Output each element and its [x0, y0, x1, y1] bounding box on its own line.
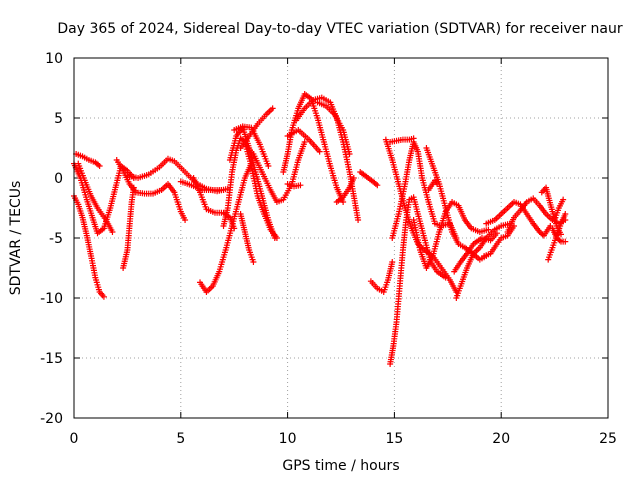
data-point [271, 235, 278, 241]
series-arc-08 [177, 178, 227, 193]
x-tick-label: 20 [492, 431, 510, 447]
series-arc-01 [71, 193, 107, 300]
data-point [346, 151, 353, 157]
y-tick-label: -20 [40, 411, 63, 427]
data-point [269, 105, 276, 112]
series-arc-05 [120, 184, 137, 271]
series-arc-03 [73, 151, 103, 169]
x-tick-labels: 0 5 10 15 20 25 [70, 431, 617, 447]
plot-frame [73, 57, 609, 419]
data-point [410, 135, 417, 142]
chart-title: Day 365 of 2024, Sidereal Day-to-day VTE… [57, 21, 623, 37]
series-arc-18 [284, 181, 304, 190]
series-arc-21 [314, 99, 353, 157]
y-tick-label: -10 [40, 291, 63, 307]
data-point [350, 175, 357, 181]
series-arc-34 [451, 230, 500, 275]
x-tick-label: 15 [385, 431, 403, 447]
data-point [562, 238, 569, 245]
series-arc-14 [237, 211, 257, 265]
series-arc-29 [410, 199, 492, 271]
series-arc-19 [284, 127, 323, 155]
series-arc-16 [231, 123, 272, 169]
data-point [485, 226, 492, 233]
series-arc-31 [425, 177, 441, 193]
series-arc-15 [241, 139, 308, 205]
data-point [434, 181, 441, 187]
x-tick-label: 0 [70, 431, 79, 447]
data-point [265, 163, 272, 169]
series-arc-25 [387, 194, 449, 367]
series-arc-40 [551, 196, 567, 223]
data-point [558, 231, 565, 238]
data-point [562, 211, 569, 217]
y-tick-label: 10 [45, 51, 63, 67]
y-tick-label: 0 [54, 171, 63, 187]
y-tick-label: -5 [49, 231, 63, 247]
data-point [250, 259, 257, 265]
y-axis-label: SDTVAR / TECUs [8, 181, 24, 296]
data-point [355, 217, 362, 223]
data-marks [71, 91, 569, 367]
y-tick-label: -15 [40, 351, 63, 367]
data-point [220, 187, 227, 193]
x-tick-label: 10 [279, 431, 297, 447]
y-tick-label: 5 [54, 111, 63, 127]
data-point [374, 182, 381, 189]
data-point [100, 293, 107, 300]
series-arc-39 [549, 225, 569, 245]
data-point [560, 196, 567, 203]
series-arc-04 [75, 160, 116, 235]
data-point [316, 148, 323, 155]
data-point [389, 259, 396, 265]
y-tick-labels: -20 -15 -10 -5 0 5 10 [40, 51, 63, 427]
data-point [96, 163, 103, 169]
data-point [109, 229, 116, 235]
series-arc-22 [333, 175, 357, 205]
series-arc-12 [226, 124, 278, 241]
grid-lines [74, 58, 608, 418]
x-axis-label: GPS time / hours [282, 458, 399, 474]
x-tick-label: 25 [599, 431, 617, 447]
data-point [493, 230, 500, 237]
series-arc-06 [113, 157, 189, 223]
series-arc-23 [357, 169, 381, 189]
x-tick-label: 5 [176, 431, 185, 447]
series-arc-24 [367, 259, 396, 295]
data-point [301, 139, 308, 145]
data-point [297, 182, 304, 189]
series-arc-27 [382, 136, 460, 295]
series-arc-28 [387, 135, 417, 145]
data-point [182, 217, 189, 223]
